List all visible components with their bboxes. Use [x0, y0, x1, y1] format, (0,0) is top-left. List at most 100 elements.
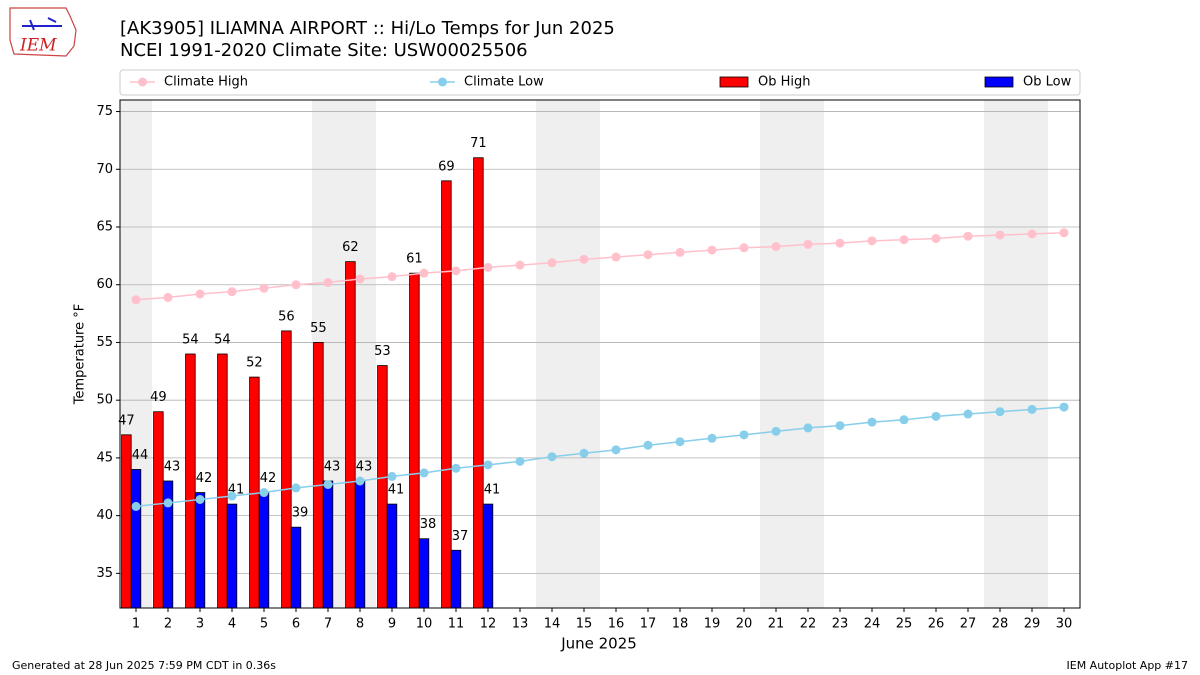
- x-tick-label: 26: [928, 617, 945, 632]
- line-marker: [995, 230, 1005, 240]
- data-label: 52: [246, 356, 263, 371]
- bar: [377, 365, 388, 609]
- data-label: 39: [292, 506, 309, 521]
- data-label: 53: [374, 344, 391, 359]
- weekend-shade: [760, 100, 792, 608]
- x-tick-label: 16: [608, 617, 625, 632]
- data-label: 49: [150, 390, 167, 405]
- legend-box: [119, 69, 1081, 96]
- logo-icon: [22, 17, 62, 31]
- line-marker: [835, 421, 845, 431]
- data-label: 69: [438, 159, 455, 174]
- chart-subtitle: NCEI 1991-2020 Climate Site: USW00025506: [120, 40, 528, 61]
- line-marker: [1059, 402, 1069, 412]
- bar: [473, 157, 484, 609]
- bar: [482, 503, 494, 609]
- line-marker: [227, 491, 237, 501]
- x-tick-label: 2: [164, 617, 172, 632]
- line-marker: [195, 494, 205, 504]
- bar: [281, 330, 292, 609]
- bar: [345, 261, 356, 609]
- x-tick-label: 17: [640, 617, 657, 632]
- line-marker: [323, 479, 333, 489]
- x-tick-label: 5: [260, 617, 268, 632]
- x-tick-label: 20: [736, 617, 753, 632]
- data-label: 38: [420, 517, 437, 532]
- climate-line: [135, 406, 1065, 508]
- line-marker: [515, 456, 525, 466]
- line-marker: [899, 415, 909, 425]
- weekend-shade: [536, 100, 568, 608]
- line-marker: [323, 277, 333, 287]
- line-marker: [387, 471, 397, 481]
- line-marker: [771, 242, 781, 252]
- line-marker: [835, 238, 845, 248]
- line-marker: [579, 254, 589, 264]
- bar: [217, 353, 228, 609]
- y-tick-label: 55: [96, 335, 113, 350]
- line-marker: [131, 295, 141, 305]
- line-marker: [771, 426, 781, 436]
- line-marker: [515, 260, 525, 270]
- y-tick-label: 70: [96, 162, 113, 177]
- bar: [313, 342, 324, 609]
- line-marker: [227, 287, 237, 297]
- x-tick-label: 25: [896, 617, 913, 632]
- data-label: 42: [260, 471, 277, 486]
- x-axis-label: June 2025: [560, 635, 637, 653]
- y-axis-label: Temperature °F: [73, 304, 88, 405]
- line-marker: [355, 274, 365, 284]
- line-marker: [451, 463, 461, 473]
- bar: [322, 480, 334, 609]
- data-label: 44: [132, 448, 149, 463]
- x-tick-label: 22: [800, 617, 817, 632]
- climate-line: [135, 232, 1065, 301]
- line-marker: [547, 452, 557, 462]
- footer-left: Generated at 28 Jun 2025 7:59 PM CDT in …: [12, 659, 276, 672]
- data-label: 54: [214, 333, 231, 348]
- x-tick-label: 11: [448, 617, 465, 632]
- legend-swatch: [719, 76, 749, 88]
- data-label: 41: [484, 483, 501, 498]
- y-tick-label: 65: [96, 220, 113, 235]
- weekend-shade: [792, 100, 824, 608]
- line-marker: [259, 283, 269, 293]
- line-marker: [963, 231, 973, 241]
- bar: [258, 492, 270, 609]
- legend-marker: [438, 77, 447, 87]
- y-tick-label: 45: [96, 450, 113, 465]
- x-tick-label: 13: [512, 617, 529, 632]
- x-tick-label: 12: [480, 617, 497, 632]
- bar: [418, 538, 430, 609]
- line-marker: [643, 440, 653, 450]
- data-label: 37: [452, 529, 469, 544]
- x-tick-label: 8: [356, 617, 364, 632]
- x-tick-label: 27: [960, 617, 977, 632]
- data-label: 43: [164, 460, 181, 475]
- line-marker: [675, 247, 685, 257]
- x-tick-label: 21: [768, 617, 785, 632]
- y-tick-label: 40: [96, 508, 113, 523]
- line-marker: [547, 258, 557, 268]
- bar: [121, 434, 132, 609]
- line-marker: [195, 289, 205, 299]
- bar: [226, 503, 238, 609]
- bar: [185, 353, 196, 609]
- line-marker: [867, 417, 877, 427]
- x-tick-label: 3: [196, 617, 204, 632]
- logo: IEM: [9, 7, 77, 57]
- logo-outline: [9, 7, 77, 57]
- bar: [130, 469, 142, 609]
- bar: [386, 503, 398, 609]
- data-label: 56: [278, 309, 295, 324]
- line-marker: [355, 476, 365, 486]
- line-marker: [611, 445, 621, 455]
- legend-label: Ob Low: [1023, 75, 1072, 90]
- y-tick-label: 35: [96, 566, 113, 581]
- y-tick-label: 50: [96, 393, 113, 408]
- line-marker: [259, 488, 269, 498]
- footer-right: IEM Autoplot App #17: [1067, 659, 1189, 672]
- line-marker: [291, 483, 301, 493]
- legend-label: Ob High: [758, 75, 811, 90]
- line-marker: [803, 423, 813, 433]
